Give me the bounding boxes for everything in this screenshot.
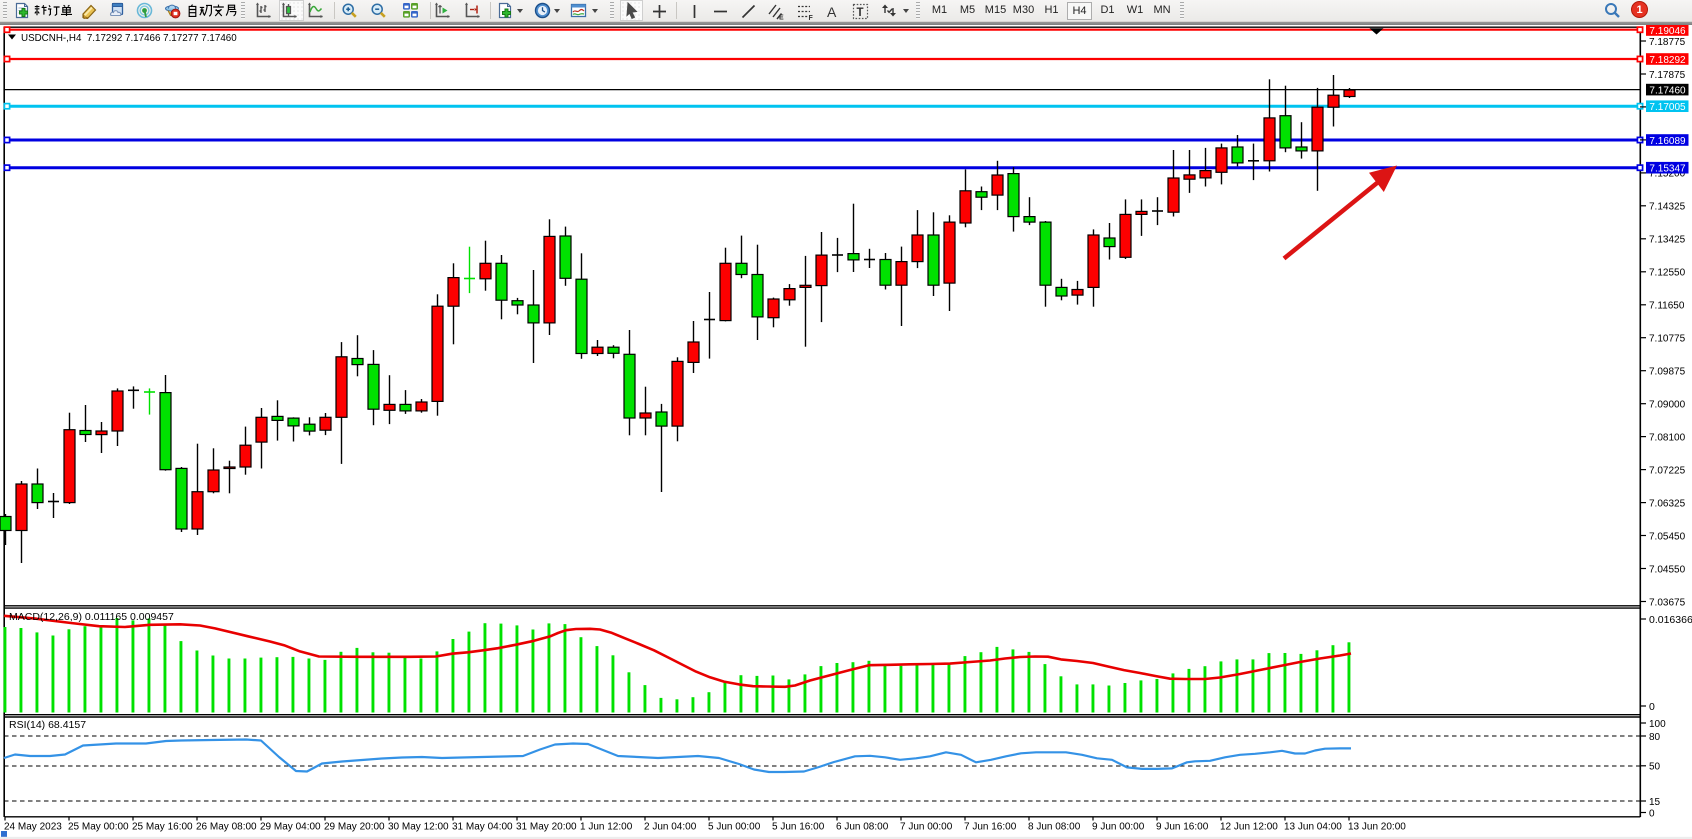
svg-text:MACD(12,26,9) 0.011165 0.00945: MACD(12,26,9) 0.011165 0.009457: [9, 611, 174, 623]
svg-text:7.07225: 7.07225: [1649, 465, 1686, 476]
svg-text:7.06325: 7.06325: [1649, 498, 1686, 509]
svg-text:50: 50: [1649, 762, 1661, 773]
svg-text:25 May 00:00: 25 May 00:00: [68, 822, 129, 833]
svg-text:F: F: [809, 15, 814, 20]
svg-text:25 May 16:00: 25 May 16:00: [132, 822, 193, 833]
svg-text:RSI(14) 68.4157: RSI(14) 68.4157: [9, 719, 86, 731]
svg-text:7.17005: 7.17005: [1649, 102, 1686, 113]
svg-text:29 May 20:00: 29 May 20:00: [324, 822, 385, 833]
svg-text:31 May 20:00: 31 May 20:00: [516, 822, 577, 833]
svg-text:7.03675: 7.03675: [1649, 597, 1686, 608]
svg-text:8 Jun 08:00: 8 Jun 08:00: [1028, 822, 1081, 833]
svg-text:7.11650: 7.11650: [1649, 301, 1685, 312]
svg-text:E: E: [779, 15, 784, 21]
svg-text:31 May 04:00: 31 May 04:00: [452, 822, 513, 833]
svg-text:0.016366: 0.016366: [1649, 614, 1692, 626]
svg-text:15: 15: [1649, 797, 1661, 808]
svg-text:7.09000: 7.09000: [1649, 400, 1686, 411]
svg-text:7.14325: 7.14325: [1649, 202, 1686, 213]
svg-text:7.09875: 7.09875: [1649, 367, 1686, 378]
svg-text:1 Jun 12:00: 1 Jun 12:00: [580, 822, 633, 833]
svg-text:30 May 12:00: 30 May 12:00: [388, 822, 449, 833]
svg-text:5 Jun 16:00: 5 Jun 16:00: [772, 822, 825, 833]
svg-text:9 Jun 00:00: 9 Jun 00:00: [1092, 822, 1145, 833]
svg-text:100: 100: [1649, 719, 1666, 730]
svg-text:7.19046: 7.19046: [1649, 26, 1686, 37]
svg-text:7 Jun 16:00: 7 Jun 16:00: [964, 822, 1017, 833]
svg-text:USDCNH-,H4 7.17292 7.17466 7.: USDCNH-,H4 7.17292 7.17466 7.17277 7.174…: [21, 33, 237, 44]
svg-text:7 Jun 00:00: 7 Jun 00:00: [900, 822, 953, 833]
svg-text:7.08100: 7.08100: [1649, 432, 1686, 443]
svg-text:12 Jun 12:00: 12 Jun 12:00: [1220, 822, 1278, 833]
svg-text:7.10775: 7.10775: [1649, 334, 1686, 345]
svg-text:7.17875: 7.17875: [1649, 70, 1686, 81]
svg-text:80: 80: [1649, 732, 1661, 743]
svg-text:2 Jun 04:00: 2 Jun 04:00: [644, 822, 697, 833]
svg-text:A: A: [827, 4, 837, 20]
svg-text:7.15200: 7.15200: [1649, 169, 1686, 180]
svg-text:24 May 2023: 24 May 2023: [4, 822, 62, 833]
svg-text:7.18292: 7.18292: [1649, 55, 1686, 66]
svg-text:0: 0: [1649, 701, 1655, 713]
svg-text:13 Jun 20:00: 13 Jun 20:00: [1348, 822, 1406, 833]
svg-text:6 Jun 08:00: 6 Jun 08:00: [836, 822, 889, 833]
svg-text:7.16089: 7.16089: [1649, 136, 1686, 147]
svg-text:T: T: [857, 7, 864, 19]
svg-text:7.12550: 7.12550: [1649, 268, 1686, 279]
svg-text:7.13425: 7.13425: [1649, 235, 1686, 246]
svg-text:7.18775: 7.18775: [1649, 37, 1686, 48]
svg-text:7.15347: 7.15347: [1649, 164, 1686, 175]
svg-text:7.17460: 7.17460: [1649, 85, 1686, 96]
svg-text:26 May 08:00: 26 May 08:00: [196, 822, 257, 833]
svg-text:7.04550: 7.04550: [1649, 564, 1686, 575]
svg-text:29 May 04:00: 29 May 04:00: [260, 822, 321, 833]
svg-text:0: 0: [1649, 808, 1655, 819]
svg-text:5 Jun 00:00: 5 Jun 00:00: [708, 822, 761, 833]
svg-text:13 Jun 04:00: 13 Jun 04:00: [1284, 822, 1342, 833]
svg-text:9 Jun 16:00: 9 Jun 16:00: [1156, 822, 1209, 833]
svg-text:7.05450: 7.05450: [1649, 531, 1686, 542]
